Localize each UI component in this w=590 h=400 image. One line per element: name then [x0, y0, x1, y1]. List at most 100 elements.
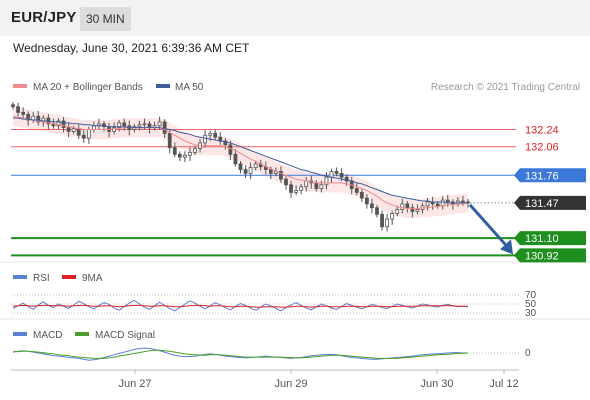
candle-body: [390, 212, 395, 220]
legend-swatch-rsi: [13, 275, 27, 279]
candle-body: [370, 203, 374, 209]
candle-body: [415, 209, 420, 212]
candle-body: [117, 122, 122, 129]
candle-body: [324, 176, 329, 186]
rsi-tick-50: 50: [525, 299, 537, 310]
candle-body: [334, 171, 339, 174]
candle-body: [142, 123, 147, 126]
legend-ma50: MA 50: [175, 82, 204, 93]
rsi-9ma-line: [12, 304, 468, 308]
candle-body: [132, 126, 137, 130]
x-tick-label: Jun 27: [118, 378, 151, 390]
candle-body: [253, 163, 258, 169]
candle-body: [91, 125, 96, 130]
legend-swatch-ma50: [156, 84, 170, 88]
candle-body: [284, 178, 288, 186]
candle-body: [112, 127, 117, 132]
candle-body: [233, 153, 238, 165]
candle-body: [289, 184, 293, 193]
forecast-arrow: [468, 203, 513, 255]
candle-body: [440, 199, 445, 207]
candle-body: [223, 140, 228, 146]
candle-body: [213, 132, 218, 138]
candle-body: [76, 128, 81, 136]
candle-body: [339, 172, 344, 178]
ma50-line: [13, 117, 468, 204]
candle-body: [344, 176, 349, 182]
legend-9ma: 9MA: [82, 273, 103, 284]
credit-label: Research © 2021 Trading Central: [431, 82, 580, 93]
support-price-tag: [514, 231, 586, 246]
candle-body: [81, 134, 86, 139]
candle-body: [61, 120, 66, 129]
candle-body: [294, 190, 299, 193]
candle-body: [405, 203, 410, 209]
candle-body: [86, 129, 91, 139]
legend-swatch-ma20: [13, 84, 27, 88]
x-tick-label: Jul 12: [489, 378, 518, 390]
candle-body: [279, 171, 283, 180]
macd-signal-line: [13, 349, 469, 359]
candle-body: [314, 182, 319, 190]
candle-body: [167, 132, 172, 149]
candle-body: [461, 200, 465, 203]
candle-body: [122, 122, 127, 127]
header-bar: EUR/JPY 30 MIN: [0, 0, 590, 36]
current-price-label: 131.47: [525, 198, 559, 210]
legend-swatch-macd: [13, 332, 27, 336]
support-label: 130.92: [525, 250, 559, 262]
candle-body: [304, 180, 309, 188]
candle-body: [354, 188, 359, 193]
support-price-tag: [514, 248, 586, 263]
macd-panel: [12, 347, 519, 361]
candle-body: [157, 121, 162, 127]
x-tick-label: Jun 29: [274, 378, 307, 390]
candle-body: [182, 154, 187, 158]
candle-body: [299, 186, 304, 191]
candle-body: [364, 197, 369, 205]
candle-body: [243, 169, 248, 174]
timeframe-button[interactable]: 30 MIN: [80, 7, 131, 31]
candle-body: [319, 184, 324, 190]
candle-body: [21, 111, 26, 115]
legend-macd: MACD: [33, 330, 62, 341]
currency-pair-title: EUR/JPY: [11, 9, 77, 26]
candle-body: [375, 207, 379, 215]
price-levels: 132.24 132.06 131.76 131.47 131.10 130.92: [11, 125, 586, 263]
candle-body: [385, 218, 390, 228]
legend-swatch-9ma: [62, 275, 76, 279]
rsi-panel: [11, 294, 519, 314]
candle-body: [177, 153, 182, 158]
candle-body: [208, 132, 213, 136]
datetime-label: Wednesday, June 30, 2021 6:39:36 AM CET: [13, 41, 250, 55]
ma20-line: [12, 115, 469, 210]
resistance-label: 132.06: [525, 142, 559, 154]
support-label: 131.10: [525, 233, 559, 245]
candle-body: [36, 115, 41, 123]
forecast-arrow-head: [500, 239, 513, 255]
candle-body: [445, 199, 450, 203]
pivot-label: 131.76: [525, 170, 559, 182]
x-tick-label: Jun 30: [420, 378, 453, 390]
candle-body: [56, 120, 61, 127]
candle-body: [425, 201, 430, 207]
candle-body: [137, 124, 142, 128]
forecast-arrow-shaft: [468, 203, 509, 248]
candle-body: [410, 207, 415, 212]
rsi-tick-30: 30: [525, 308, 537, 319]
candle-body: [203, 134, 208, 144]
candle-body: [147, 123, 152, 129]
candle-body: [380, 213, 384, 228]
moving-averages: [12, 115, 469, 210]
legend-macd-signal: MACD Signal: [95, 330, 155, 341]
candle-body: [172, 147, 177, 155]
macd-tick-0: 0: [525, 348, 531, 359]
candle-body: [228, 144, 233, 155]
legend-swatch-macd-signal: [75, 332, 89, 336]
candle-body: [188, 152, 192, 156]
legend-ma20-bb: MA 20 + Bollinger Bands: [33, 82, 143, 93]
candle-body: [400, 203, 405, 210]
candle-body: [359, 192, 364, 199]
candle-body: [329, 171, 334, 178]
